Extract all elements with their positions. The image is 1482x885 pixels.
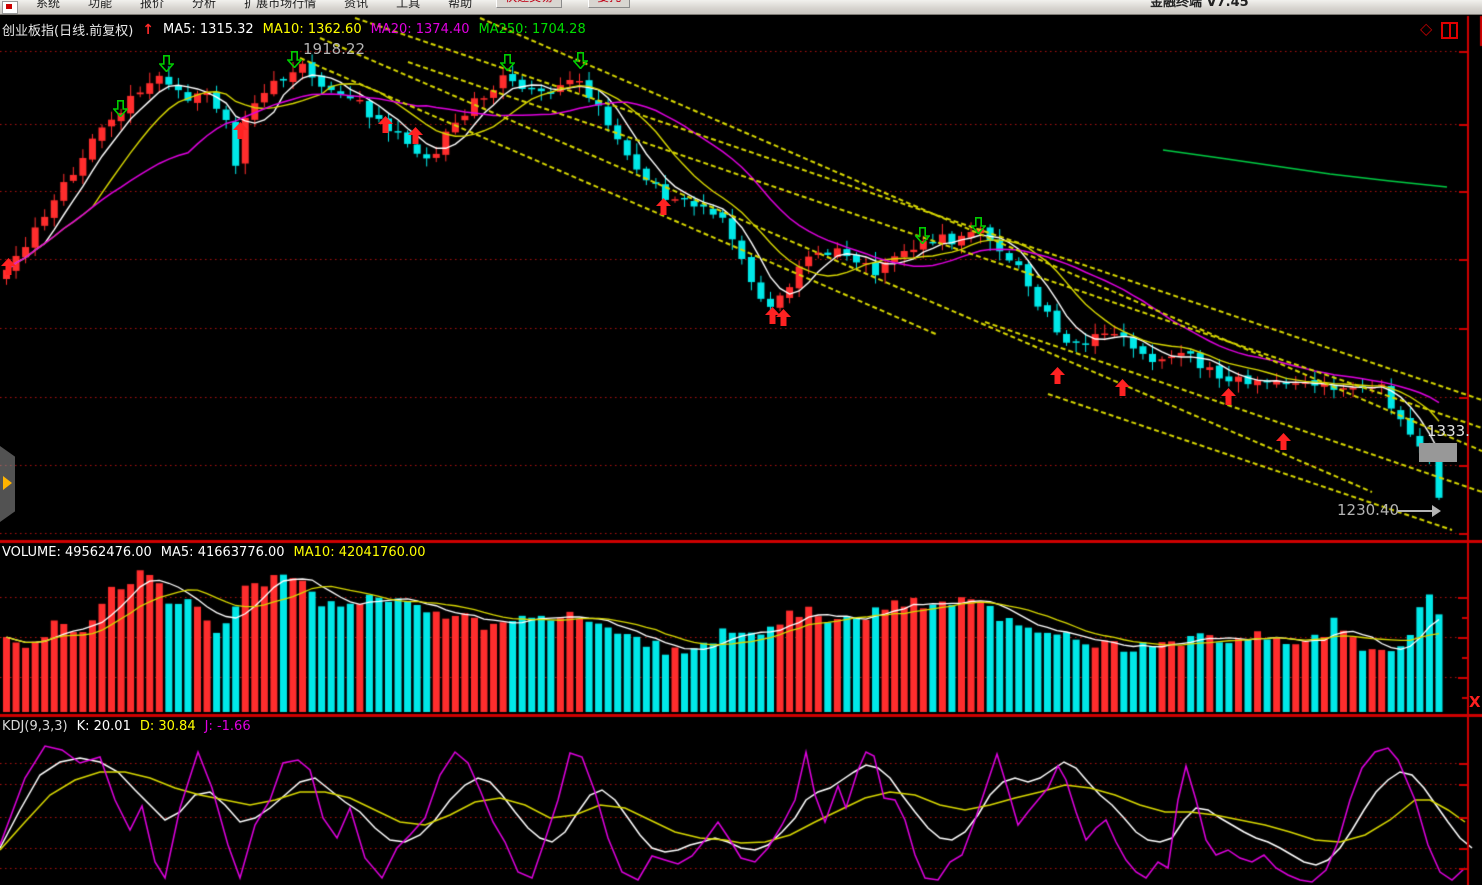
sell-signal-arrow-icon	[914, 227, 931, 245]
volume-value: VOLUME: 49562476.00	[2, 545, 152, 560]
ma-values: MA5: 1315.32 MA10: 1362.60 MA20: 1374.40 MA…	[163, 22, 586, 37]
split-window-icon[interactable]	[1441, 22, 1458, 39]
low-price-arrow	[1398, 510, 1434, 512]
sell-signal-arrow-icon	[286, 51, 303, 69]
main-chart-header: 创业板指(日线.前复权) ↑ MA5: 1315.32 MA10: 1362.60…	[2, 20, 586, 40]
buy-signal-arrow-icon	[233, 122, 248, 139]
trend-up-icon: ↑	[142, 21, 155, 38]
sell-signal-arrow-icon	[499, 54, 516, 72]
sidebar-expand-handle[interactable]	[0, 446, 15, 522]
sell-signal-arrow-icon	[572, 52, 589, 70]
diamond-tool-icon[interactable]: ◇	[1420, 19, 1433, 38]
kdj-k-value: K: 20.01	[76, 719, 131, 734]
sell-signal-arrow-icon	[158, 55, 175, 73]
kdj-d-value: D: 30.84	[139, 719, 196, 734]
buy-signal-arrow-icon	[765, 307, 780, 324]
kdj-name: KDJ(9,3,3)	[2, 719, 68, 734]
sell-signal-arrow-icon	[112, 100, 129, 118]
volume-ma10: MA10: 42041760.00	[293, 545, 426, 560]
buy-signal-arrow-icon	[1115, 379, 1130, 396]
buy-signal-arrow-icon	[1276, 433, 1291, 450]
buy-signal-arrow-icon	[408, 127, 423, 144]
low-price-label: 1230.40	[1337, 501, 1400, 519]
buy-signal-arrow-icon	[656, 198, 671, 215]
close-panel-icon[interactable]: X	[1469, 693, 1481, 711]
current-price-box	[1419, 443, 1457, 462]
low-price-arrowhead	[1432, 505, 1447, 517]
buy-signal-arrow-icon	[378, 116, 393, 133]
symbol-title: 创业板指(日线.前复权)	[2, 24, 134, 39]
buy-signal-arrow-icon	[776, 309, 791, 326]
sell-signal-arrow-icon	[970, 217, 987, 235]
ma-value-3: MA250: 1704.28	[478, 22, 586, 37]
buy-signal-arrow-icon	[1221, 388, 1236, 405]
volume-header: VOLUME: 49562476.00 MA5: 41663776.00 MA1…	[2, 545, 426, 560]
kdj-j-value: J: -1.66	[204, 719, 251, 734]
current-price-label: 1333.	[1427, 422, 1470, 440]
expand-arrow-icon	[3, 476, 12, 490]
kdj-header: KDJ(9,3,3) K: 20.01 D: 30.84 J: -1.66	[2, 719, 251, 734]
peak-price-label: 1918.22	[303, 40, 366, 58]
buy-signal-arrow-icon	[1050, 367, 1065, 384]
volume-ma5: MA5: 41663776.00	[160, 545, 285, 560]
ma-value-2: MA20: 1374.40	[370, 22, 470, 37]
ma-value-0: MA5: 1315.32	[163, 22, 254, 37]
ma-value-1: MA10: 1362.60	[262, 22, 362, 37]
buy-signal-arrow-icon	[1, 258, 16, 275]
